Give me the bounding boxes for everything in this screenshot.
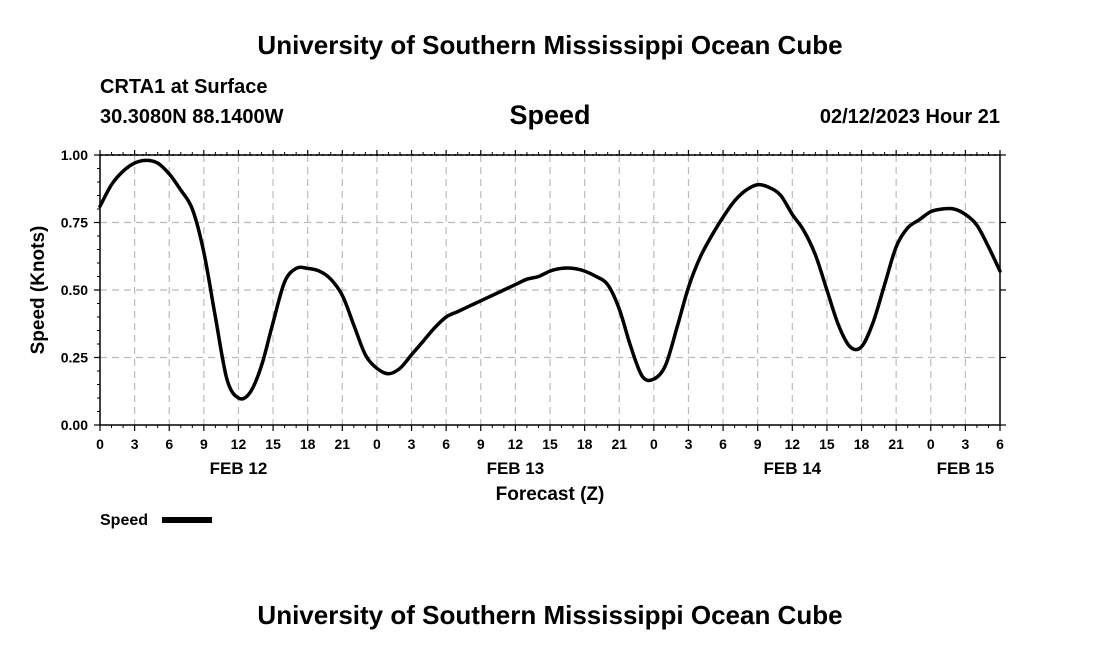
x-tick-label: 3 bbox=[685, 436, 693, 452]
x-tick-label: 9 bbox=[200, 436, 208, 452]
x-tick-label: 6 bbox=[996, 436, 1004, 452]
x-tick-label: 6 bbox=[165, 436, 173, 452]
x-tick-label: 9 bbox=[477, 436, 485, 452]
y-tick-label: 0.50 bbox=[61, 282, 88, 298]
plot-frame bbox=[99, 154, 1001, 426]
x-tick-label: 15 bbox=[265, 436, 281, 452]
forecast-datetime: 02/12/2023 Hour 21 bbox=[819, 106, 1000, 128]
x-tick-label: 18 bbox=[577, 436, 593, 452]
variable-title: Speed bbox=[509, 100, 591, 130]
x-tick-label: 6 bbox=[719, 436, 727, 452]
date-label: FEB 14 bbox=[763, 459, 821, 478]
y-tick-label: 0.75 bbox=[61, 215, 88, 231]
x-tick-label: 12 bbox=[785, 436, 801, 452]
x-axis-title: Forecast (Z) bbox=[496, 484, 605, 505]
station-label: CRTA1 at Surface bbox=[100, 76, 268, 98]
date-label: FEB 12 bbox=[210, 459, 268, 478]
y-tick-label: 1.00 bbox=[61, 147, 88, 163]
date-label: FEB 15 bbox=[937, 459, 995, 478]
grid-lines bbox=[100, 154, 1000, 425]
x-tick-label: 21 bbox=[611, 436, 627, 452]
coordinates-label: 30.3080N 88.1400W bbox=[100, 106, 284, 128]
x-tick-label: 0 bbox=[96, 436, 104, 452]
legend-label: Speed bbox=[100, 512, 148, 529]
x-tick-label: 12 bbox=[231, 436, 247, 452]
footer-title: University of Southern Mississippi Ocean… bbox=[257, 600, 843, 630]
x-tick-label: 21 bbox=[335, 436, 351, 452]
x-tick-label: 0 bbox=[373, 436, 381, 452]
date-labels: FEB 12 FEB 13 FEB 14 FEB 15 bbox=[210, 459, 995, 478]
x-tick-label: 0 bbox=[927, 436, 935, 452]
x-tick-label: 18 bbox=[854, 436, 870, 452]
speed-series-line bbox=[98, 158, 1002, 401]
x-tick-label: 0 bbox=[650, 436, 658, 452]
x-tick-label: 21 bbox=[888, 436, 904, 452]
y-tick-label: 0.00 bbox=[61, 417, 88, 433]
x-tick-label: 12 bbox=[508, 436, 524, 452]
x-tick-label: 3 bbox=[131, 436, 139, 452]
y-tick-labels: 0.00 0.25 0.50 0.75 1.00 bbox=[61, 147, 88, 433]
x-tick-label: 6 bbox=[442, 436, 450, 452]
x-tick-label: 3 bbox=[408, 436, 416, 452]
x-tick-labels: 0 3 6 9 12 15 18 21 0 3 6 9 12 15 18 21 0 3 6 9 12 15 18 21 0 3 6 bbox=[96, 436, 1004, 452]
x-tick-label: 18 bbox=[300, 436, 316, 452]
x-tick-label: 15 bbox=[542, 436, 558, 452]
page-title: University of Southern Mississippi Ocean… bbox=[257, 30, 843, 60]
y-axis-title: Speed (Knots) bbox=[28, 226, 49, 355]
x-tick-label: 3 bbox=[961, 436, 969, 452]
y-tick-label: 0.25 bbox=[61, 350, 88, 366]
date-label: FEB 13 bbox=[487, 459, 545, 478]
x-tick-label: 9 bbox=[754, 436, 762, 452]
x-tick-label: 15 bbox=[819, 436, 835, 452]
